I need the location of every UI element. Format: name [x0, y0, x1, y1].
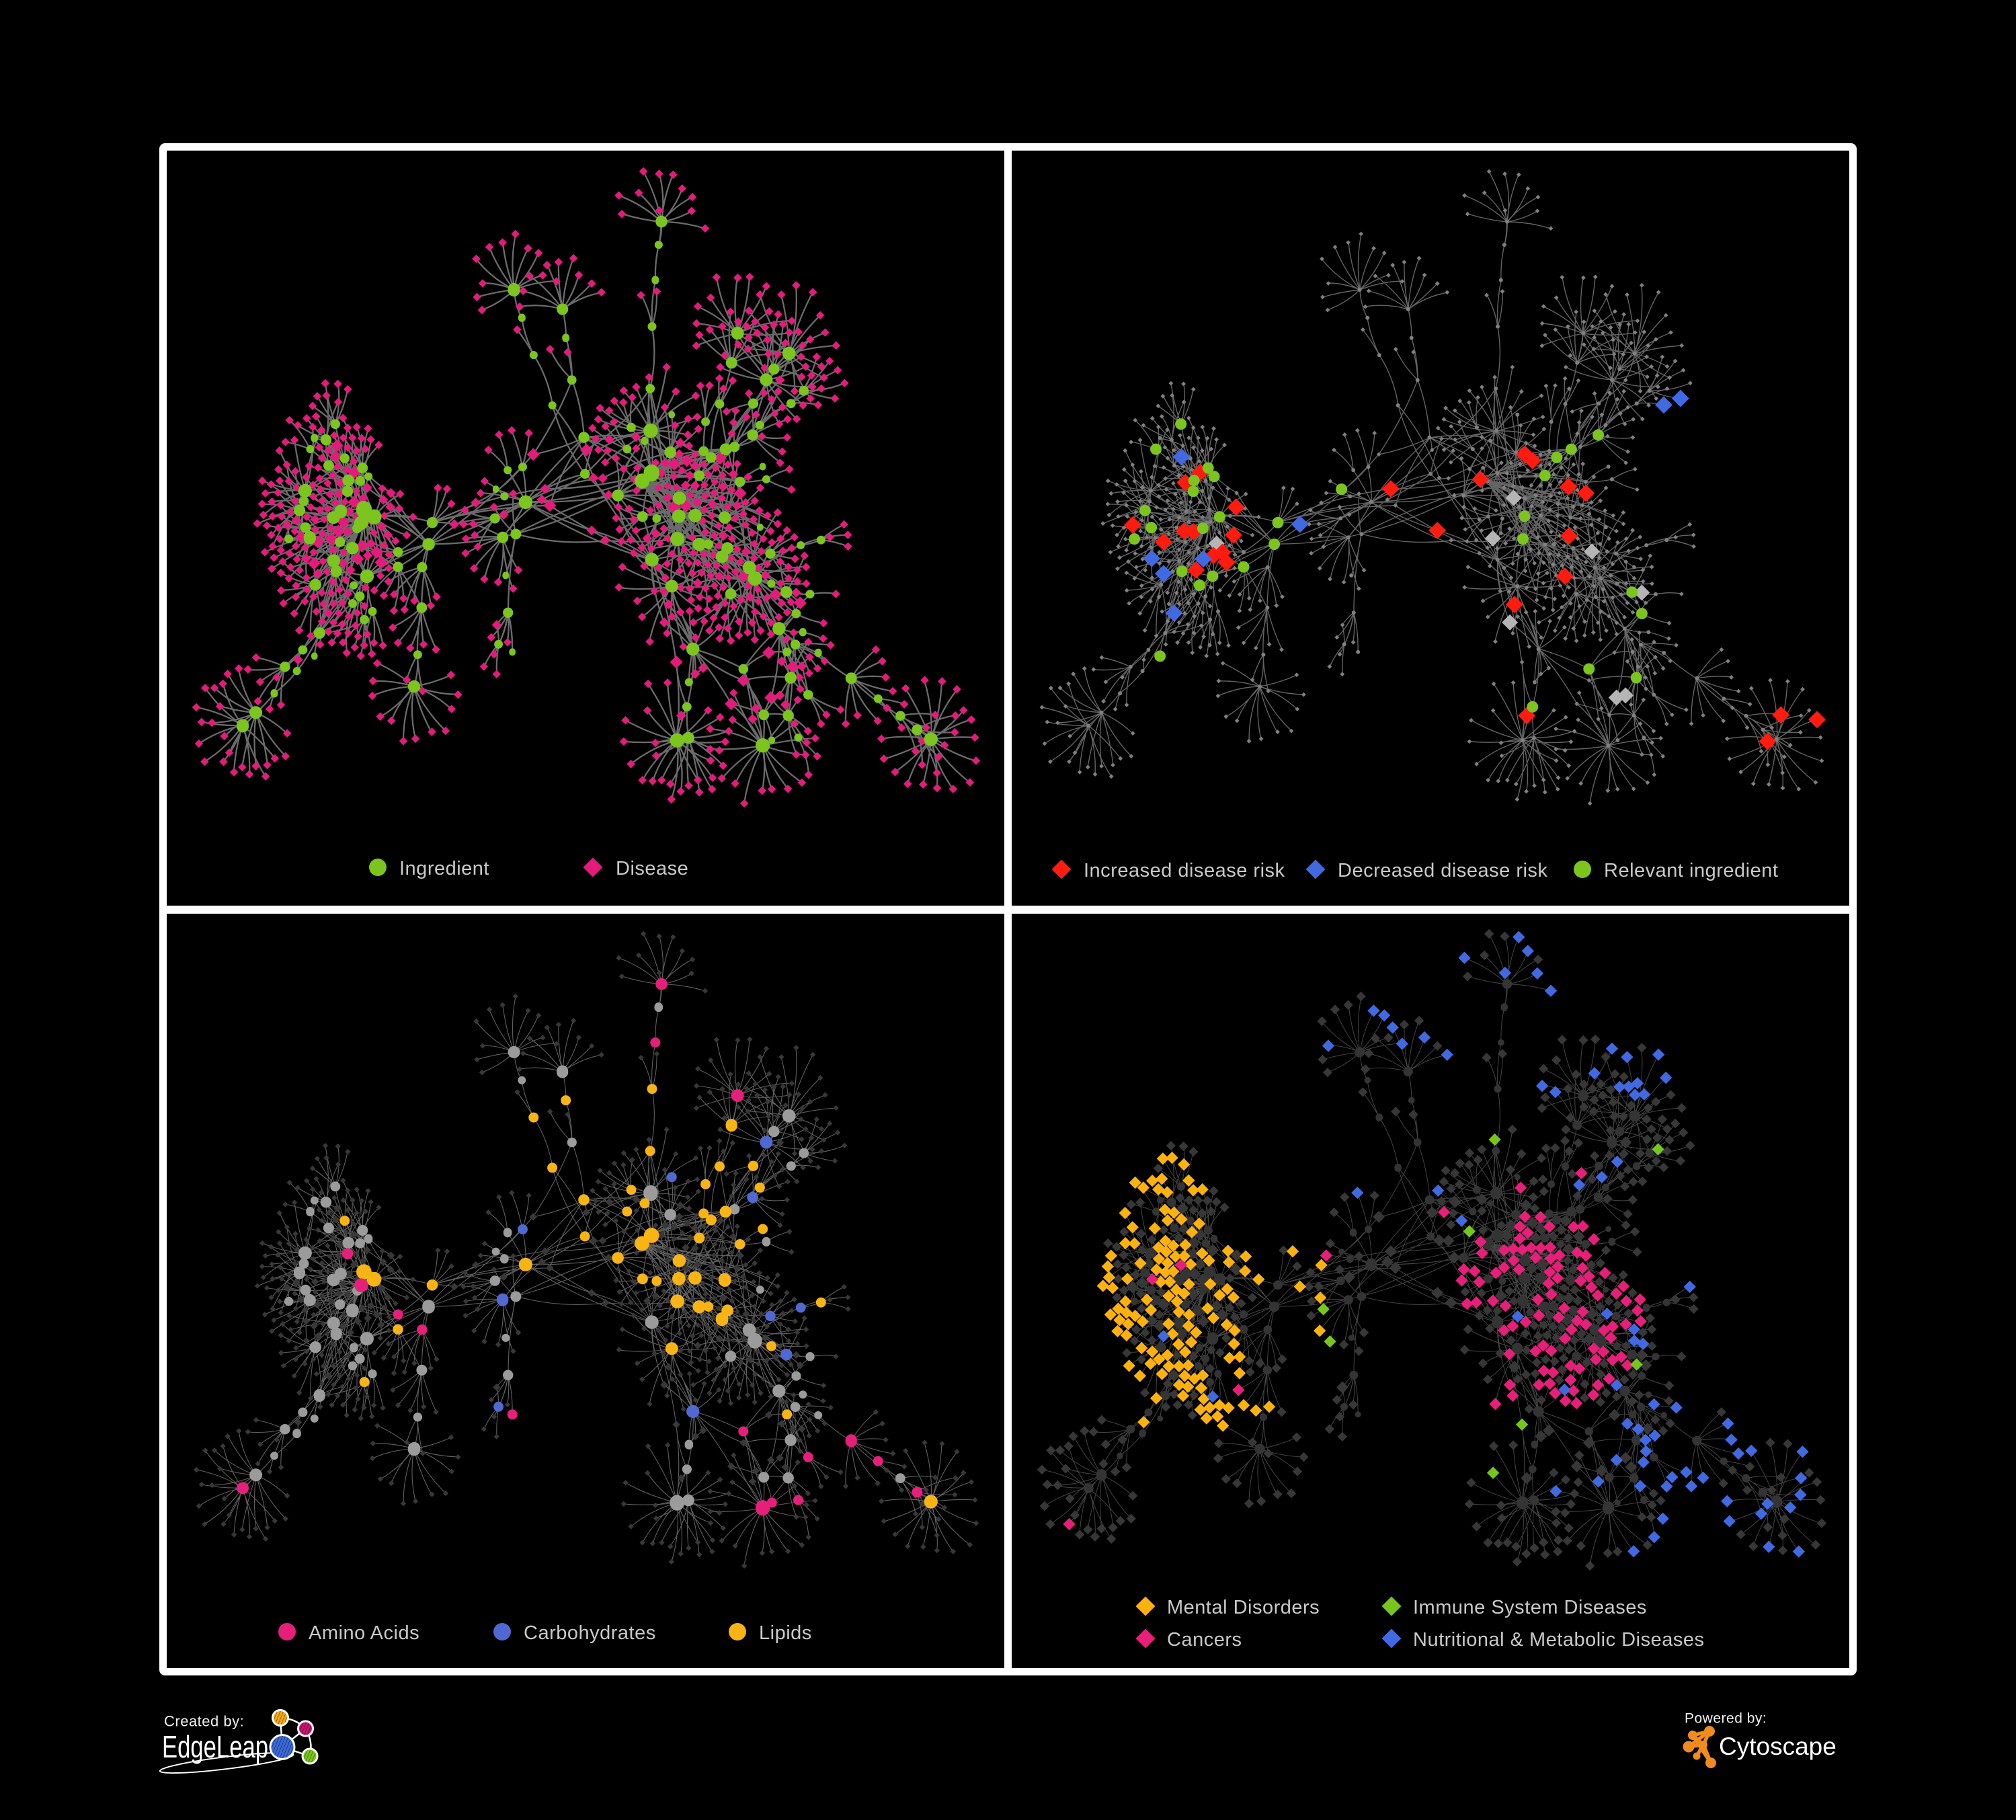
svg-text:Created by:: Created by: [164, 1713, 244, 1730]
svg-text:Relevant ingredient: Relevant ingredient [1604, 860, 1778, 881]
svg-text:Cytoscape: Cytoscape [1719, 1733, 1837, 1760]
svg-text:Ingredient: Ingredient [399, 858, 489, 879]
svg-text:Carbohydrates: Carbohydrates [524, 1622, 656, 1644]
svg-text:Immune System Diseases: Immune System Diseases [1413, 1597, 1647, 1618]
svg-text:EdgeLeap: EdgeLeap [162, 1729, 268, 1764]
svg-text:Increased disease risk: Increased disease risk [1084, 860, 1285, 881]
svg-text:Cancers: Cancers [1167, 1629, 1242, 1651]
svg-text:Nutritional & Metabolic Diseas: Nutritional & Metabolic Diseases [1413, 1629, 1704, 1651]
svg-text:Mental Disorders: Mental Disorders [1167, 1597, 1320, 1618]
svg-text:Decreased disease risk: Decreased disease risk [1338, 860, 1547, 881]
svg-text:Lipids: Lipids [759, 1622, 812, 1644]
svg-text:Powered by:: Powered by: [1685, 1711, 1767, 1727]
svg-text:Disease: Disease [616, 858, 688, 879]
svg-text:Amino Acids: Amino Acids [309, 1622, 419, 1644]
